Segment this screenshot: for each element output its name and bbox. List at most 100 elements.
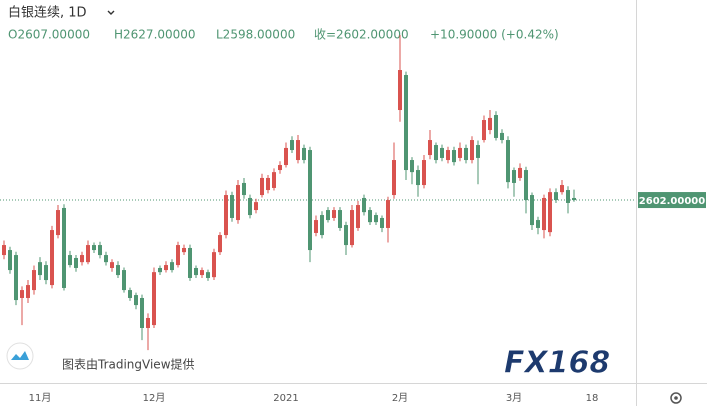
candle-body — [482, 120, 486, 141]
candle-body — [398, 70, 402, 111]
candle-body — [566, 190, 570, 203]
candle-body — [458, 147, 462, 158]
candle-body — [230, 195, 234, 218]
settings-gear[interactable] — [670, 392, 682, 404]
candle-body — [80, 255, 84, 263]
candle-body — [284, 147, 288, 166]
ohlc-value: +10.90000 (+0.42%) — [430, 28, 559, 42]
candle-body — [404, 75, 408, 171]
candle-body — [410, 160, 414, 173]
candle-body — [338, 210, 342, 228]
candle-body — [104, 255, 108, 263]
candle-body — [374, 215, 378, 223]
candle-body — [476, 145, 480, 158]
candle-body — [248, 197, 252, 216]
candle-body — [464, 147, 468, 161]
candle-body — [152, 272, 156, 326]
candle-body — [62, 207, 66, 288]
candle-body — [368, 210, 372, 223]
candle-body — [122, 270, 126, 291]
candle-body — [236, 185, 240, 221]
candle-body — [116, 265, 120, 276]
candle-body — [422, 160, 426, 186]
candle-body — [200, 270, 204, 276]
x-tick-label: 3月 — [506, 392, 522, 404]
candle-body — [158, 267, 162, 273]
candle-body — [512, 170, 516, 183]
candle-body — [296, 140, 300, 161]
candle-body — [134, 295, 138, 306]
x-tick-label: 2021 — [273, 393, 298, 404]
ohlc-value: O2607.00000 — [8, 28, 90, 42]
candle-body — [308, 150, 312, 251]
candle-body — [146, 317, 150, 328]
candle-body — [320, 215, 324, 236]
candle-body — [206, 272, 210, 278]
candle-body — [302, 147, 306, 161]
candle-body — [44, 265, 48, 281]
candle-body — [452, 150, 456, 163]
candle-body — [350, 210, 354, 246]
x-tick-label: 18 — [586, 393, 599, 404]
candle-body — [188, 247, 192, 278]
last-price-label: 2602.00000 — [639, 196, 705, 207]
candle-body — [530, 195, 534, 226]
candle-body — [128, 290, 132, 298]
ohlc-value: H2627.00000 — [114, 28, 196, 42]
candle-body — [362, 197, 366, 213]
candle-body — [218, 235, 222, 253]
candle-body — [494, 115, 498, 138]
candle-body — [416, 170, 420, 186]
candle-body — [542, 197, 546, 231]
candle-body — [344, 225, 348, 246]
candle-body — [140, 297, 144, 328]
candle-body — [50, 230, 54, 286]
candle-body — [524, 170, 528, 201]
candle-body — [170, 262, 174, 271]
header: 白银连续, 1D — [8, 5, 115, 21]
settings-gear-center[interactable] — [674, 396, 678, 400]
logo: FX168 — [504, 346, 610, 381]
candle-body — [26, 285, 30, 298]
candle-body — [38, 262, 42, 276]
candle-body — [434, 145, 438, 161]
candle-body — [92, 245, 96, 251]
interval-chevron[interactable] — [107, 10, 115, 15]
candle-body — [500, 132, 504, 141]
candle-body — [428, 140, 432, 156]
watermark: 图表由TradingView提供 — [62, 357, 195, 372]
candle-body — [32, 270, 36, 291]
tradingview-badge: 图表由TradingView提供 — [6, 342, 195, 372]
candle-body — [14, 255, 18, 301]
badge-icon — [11, 351, 29, 360]
candle-body — [278, 165, 282, 171]
candle-body — [2, 245, 6, 256]
candle-body — [326, 210, 330, 221]
candle-body — [572, 197, 576, 201]
candle-body — [518, 167, 522, 178]
candle-body — [386, 200, 390, 228]
candle-body — [254, 202, 258, 211]
candle-body — [272, 172, 276, 188]
candle-body — [548, 192, 552, 233]
candle-body — [506, 140, 510, 183]
chart-title: 白银连续, 1D — [8, 5, 87, 21]
candle-body — [98, 245, 102, 256]
candle-body — [266, 177, 270, 191]
candle-body — [440, 147, 444, 158]
ohlc-value: 收=2602.00000 — [314, 28, 409, 42]
x-tick-label: 2月 — [392, 392, 408, 404]
candle-body — [164, 265, 168, 271]
candle-body — [56, 210, 60, 236]
candle-body — [380, 217, 384, 228]
candle-body — [20, 290, 24, 298]
candle-body — [68, 255, 72, 266]
candle-body — [260, 177, 264, 196]
candle-body — [560, 185, 564, 193]
candle-body — [446, 150, 450, 161]
candle-body — [176, 245, 180, 266]
candle-body — [182, 247, 186, 253]
settings-icon[interactable] — [670, 392, 682, 404]
ohlc-value: L2598.00000 — [216, 28, 295, 42]
candle-body — [356, 205, 360, 228]
